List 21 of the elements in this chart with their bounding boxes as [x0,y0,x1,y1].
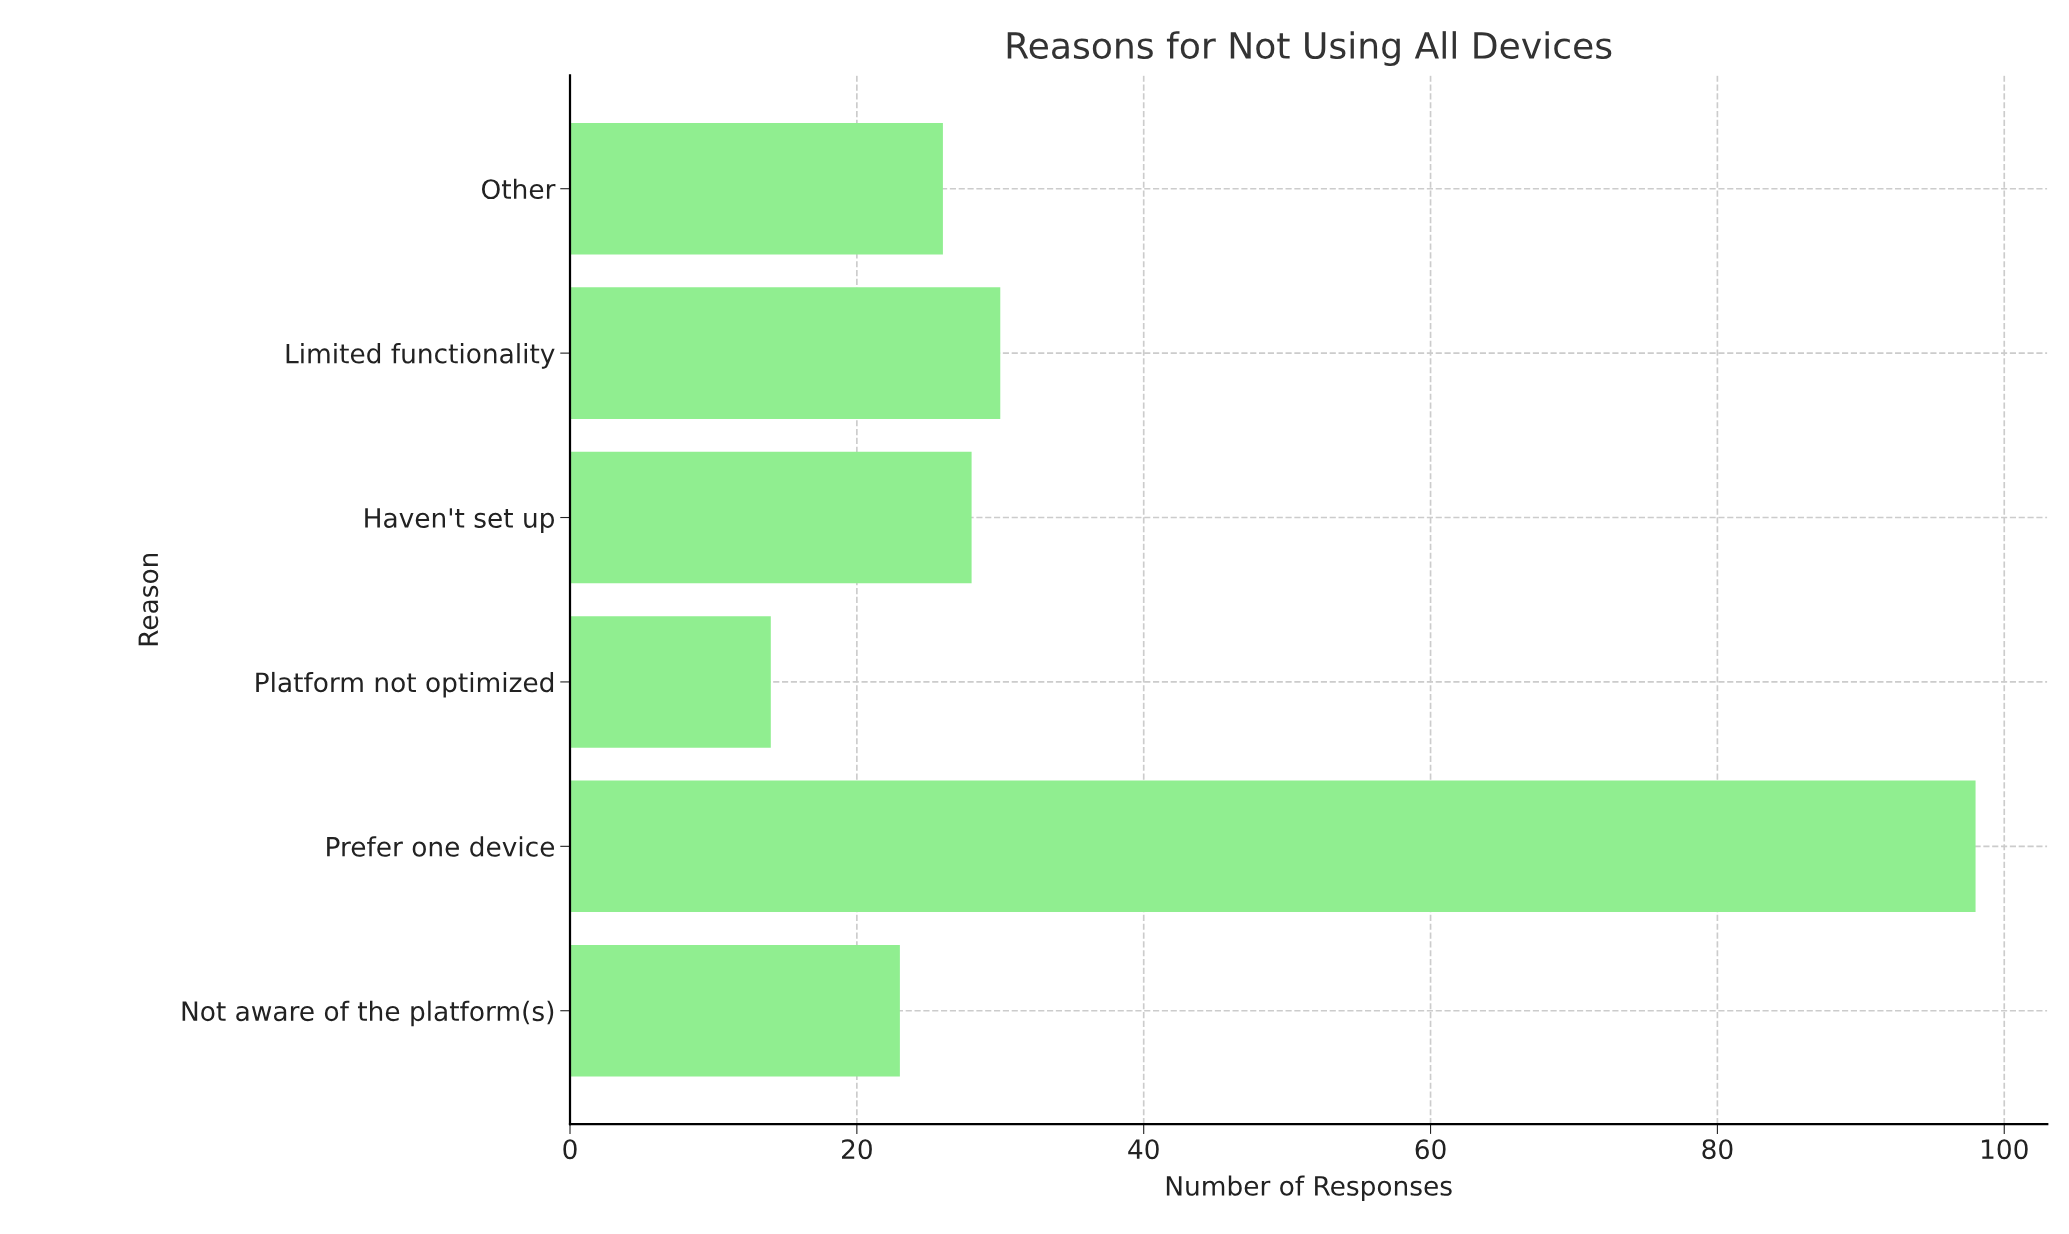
x-tick-label: 20 [842,1139,872,1160]
x-tick-label: 80 [1702,1139,1733,1160]
bar [570,616,771,748]
y-tick-label: Limited functionality [286,343,555,369]
x-tick-label: 60 [1415,1139,1446,1160]
bar [570,944,900,1077]
y-tick-label: Platform not optimized [256,671,554,698]
y-axis-title: Reason [138,553,159,646]
x-tick-label: 0 [563,1139,577,1160]
bar [570,287,1001,419]
bar [570,122,943,255]
x-tick-label: 40 [1128,1139,1159,1160]
bar [570,780,1976,913]
chart-title: Reasons for Not Using All Devices [1007,31,1612,67]
y-tick-label: Prefer one device [327,836,555,857]
y-tick-label: Other [481,178,556,200]
x-tick-label: 100 [1981,1139,2028,1160]
y-tick-label: Haven't set up [365,508,554,534]
bar [570,451,972,584]
x-axis-title: Number of Responses [1166,1175,1452,1201]
y-tick-label: Not aware of the platform(s) [182,1000,554,1027]
